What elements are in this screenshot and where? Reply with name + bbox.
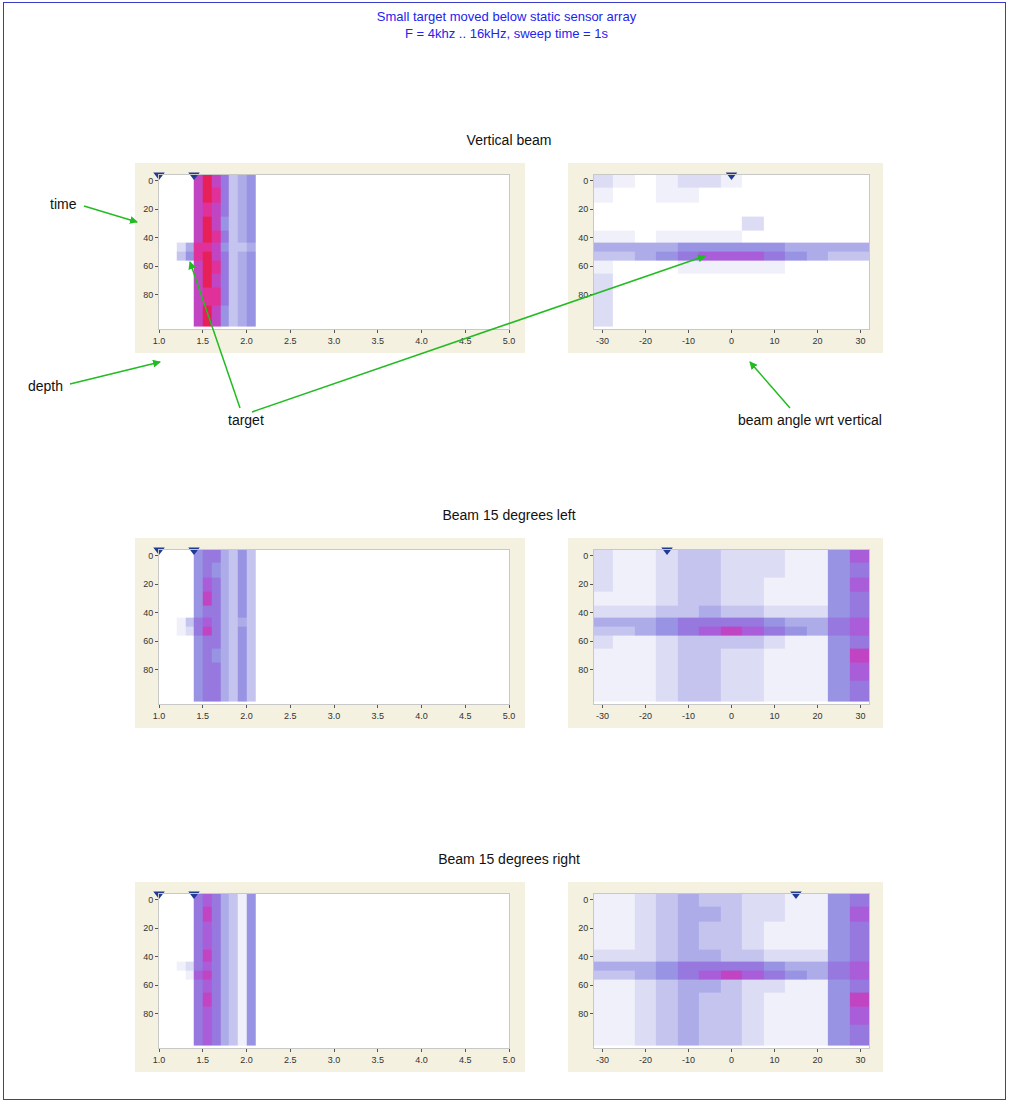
html-text:target: target [228, 412, 264, 428]
svg-text:40: 40 [143, 233, 153, 243]
svg-text:3.5: 3.5 [371, 711, 384, 721]
svg-text:5.0: 5.0 [503, 711, 516, 721]
svg-text:2.5: 2.5 [284, 1055, 297, 1065]
svg-text:5.0: 5.0 [503, 336, 516, 346]
svg-text:1.0: 1.0 [153, 711, 166, 721]
svg-text:2.0: 2.0 [240, 336, 253, 346]
html-text:Beam 15 degrees left: Beam 15 degrees left [442, 507, 576, 523]
html-text:Small target moved below stati: Small target moved below static sensor a… [376, 9, 637, 24]
svg-text:0: 0 [148, 176, 153, 186]
svg-text:-10: -10 [682, 336, 695, 346]
svg-text:0: 0 [583, 551, 588, 561]
svg-text:3.0: 3.0 [328, 711, 341, 721]
svg-text:80: 80 [578, 290, 588, 300]
svg-text:20: 20 [578, 923, 588, 933]
html-text:Vertical beam: Vertical beam [466, 132, 552, 148]
svg-text:40: 40 [578, 233, 588, 243]
svg-text:3.5: 3.5 [371, 336, 384, 346]
svg-text:1.0: 1.0 [153, 1055, 166, 1065]
svg-text:-10: -10 [682, 711, 695, 721]
svg-text:-30: -30 [596, 711, 609, 721]
svg-text:30: 30 [855, 711, 865, 721]
svg-text:-20: -20 [639, 711, 652, 721]
svg-text:0: 0 [583, 176, 588, 186]
svg-text:0: 0 [148, 551, 153, 561]
svg-text:40: 40 [143, 952, 153, 962]
svg-text:80: 80 [578, 1009, 588, 1019]
svg-text:10: 10 [769, 711, 779, 721]
svg-text:80: 80 [578, 665, 588, 675]
svg-text:5.0: 5.0 [503, 1055, 516, 1065]
svg-text:-20: -20 [639, 1055, 652, 1065]
svg-text:30: 30 [855, 336, 865, 346]
svg-text:0: 0 [583, 895, 588, 905]
svg-text:4.5: 4.5 [459, 336, 472, 346]
svg-text:-20: -20 [639, 336, 652, 346]
svg-text:2.0: 2.0 [240, 711, 253, 721]
svg-text:-10: -10 [682, 1055, 695, 1065]
svg-text:1.5: 1.5 [196, 336, 209, 346]
svg-text:60: 60 [578, 980, 588, 990]
svg-text:0: 0 [729, 1055, 734, 1065]
svg-text:2.5: 2.5 [284, 336, 297, 346]
svg-text:60: 60 [578, 636, 588, 646]
svg-text:2.0: 2.0 [240, 1055, 253, 1065]
svg-text:20: 20 [143, 204, 153, 214]
svg-text:0: 0 [729, 711, 734, 721]
svg-text:10: 10 [769, 336, 779, 346]
svg-text:10: 10 [769, 1055, 779, 1065]
html-text:time: time [50, 196, 77, 212]
html-text:beam angle wrt vertical: beam angle wrt vertical [738, 412, 882, 428]
svg-text:20: 20 [812, 711, 822, 721]
svg-text:-30: -30 [596, 336, 609, 346]
svg-text:0: 0 [148, 895, 153, 905]
html-text:depth: depth [28, 378, 63, 394]
svg-text:40: 40 [578, 608, 588, 618]
svg-text:20: 20 [812, 1055, 822, 1065]
svg-text:60: 60 [578, 261, 588, 271]
svg-text:3.0: 3.0 [328, 1055, 341, 1065]
svg-text:80: 80 [143, 665, 153, 675]
svg-text:20: 20 [143, 923, 153, 933]
svg-text:3.0: 3.0 [328, 336, 341, 346]
svg-text:20: 20 [578, 204, 588, 214]
svg-text:-30: -30 [596, 1055, 609, 1065]
svg-text:1.5: 1.5 [196, 1055, 209, 1065]
svg-text:20: 20 [812, 336, 822, 346]
html-text:F = 4khz .. 16kHz, sweep time: F = 4khz .. 16kHz, sweep time = 1s [405, 26, 608, 41]
svg-text:60: 60 [143, 980, 153, 990]
svg-text:4.0: 4.0 [415, 711, 428, 721]
svg-text:4.0: 4.0 [415, 1055, 428, 1065]
svg-text:3.5: 3.5 [371, 1055, 384, 1065]
svg-text:4.5: 4.5 [459, 1055, 472, 1065]
svg-text:80: 80 [143, 290, 153, 300]
svg-text:80: 80 [143, 1009, 153, 1019]
svg-text:4.0: 4.0 [415, 336, 428, 346]
svg-text:20: 20 [578, 579, 588, 589]
svg-text:60: 60 [143, 261, 153, 271]
svg-text:40: 40 [578, 952, 588, 962]
svg-text:20: 20 [143, 579, 153, 589]
svg-text:1.0: 1.0 [153, 336, 166, 346]
svg-text:4.5: 4.5 [459, 711, 472, 721]
svg-text:40: 40 [143, 608, 153, 618]
svg-text:1.5: 1.5 [196, 711, 209, 721]
svg-text:2.5: 2.5 [284, 711, 297, 721]
svg-text:60: 60 [143, 636, 153, 646]
svg-text:0: 0 [729, 336, 734, 346]
svg-text:30: 30 [855, 1055, 865, 1065]
html-text:Beam 15 degrees right: Beam 15 degrees right [438, 851, 580, 867]
